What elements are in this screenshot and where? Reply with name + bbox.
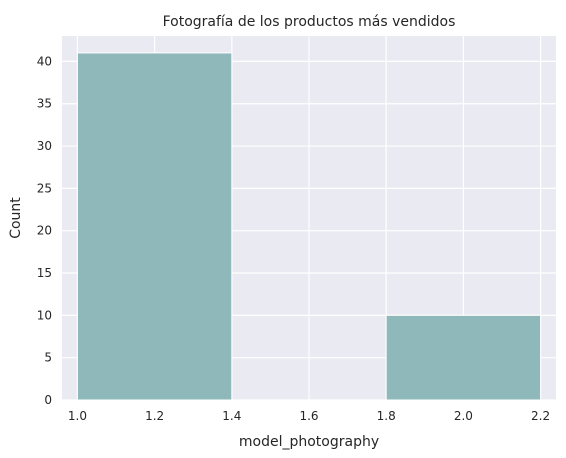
y-tick-label: 25 <box>37 181 52 195</box>
x-tick-label: 2.0 <box>454 409 473 423</box>
y-axis-label: Count <box>8 197 24 239</box>
y-tick-label: 30 <box>37 139 52 153</box>
y-tick-label: 10 <box>37 308 52 322</box>
histogram-bar <box>76 52 233 401</box>
bars <box>76 52 542 401</box>
x-axis-ticks: 1.0 1.2 1.4 1.6 1.8 2.0 2.2 <box>68 409 550 423</box>
x-tick-label: 1.8 <box>377 409 396 423</box>
histogram-bar <box>385 314 542 401</box>
x-tick-label: 1.2 <box>145 409 164 423</box>
y-tick-label: 15 <box>37 266 52 280</box>
x-tick-label: 1.6 <box>299 409 318 423</box>
x-tick-label: 1.0 <box>68 409 87 423</box>
y-tick-label: 40 <box>37 54 52 68</box>
y-axis-ticks: 0 5 10 15 20 25 30 35 40 <box>37 54 52 407</box>
x-tick-label: 2.2 <box>531 409 550 423</box>
y-tick-label: 20 <box>37 224 52 238</box>
y-tick-label: 35 <box>37 97 52 111</box>
y-tick-label: 5 <box>44 351 52 365</box>
chart-title: Fotografía de los productos más vendidos <box>163 14 456 30</box>
x-tick-label: 1.4 <box>222 409 241 423</box>
x-axis-label: model_photography <box>239 434 379 450</box>
y-tick-label: 0 <box>44 393 52 407</box>
